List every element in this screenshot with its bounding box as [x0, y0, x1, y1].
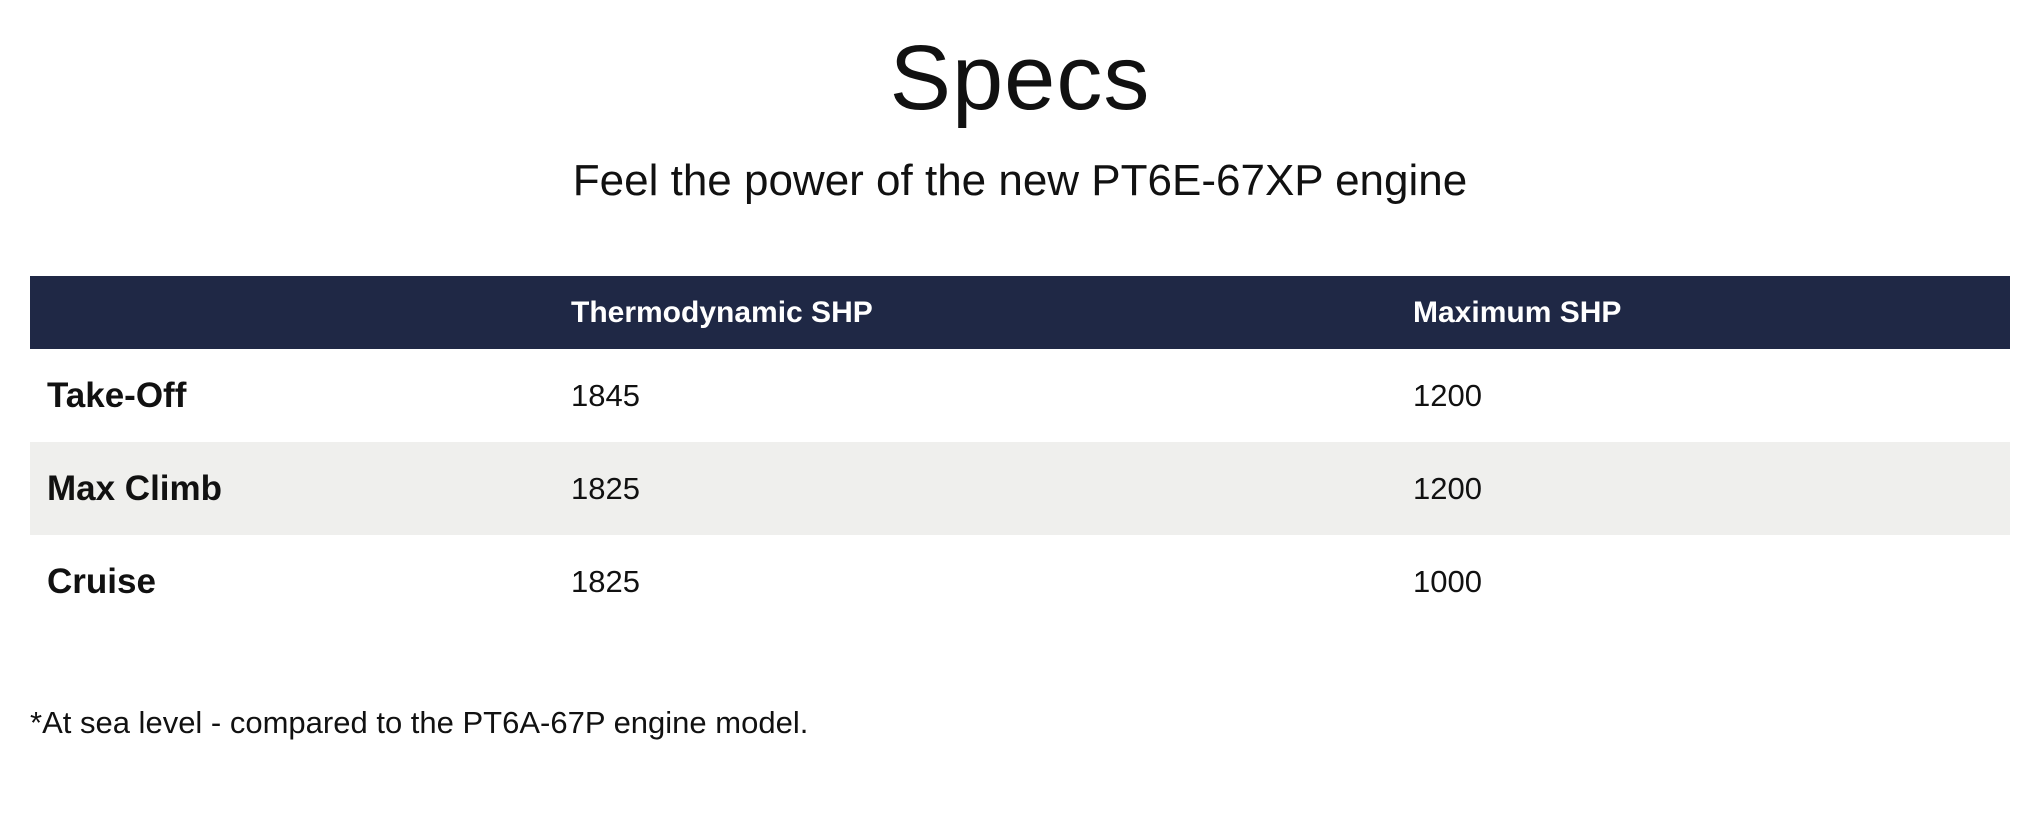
cell-thermodynamic-shp: 1825: [571, 470, 640, 506]
row-label-take-off: Take-Off: [47, 375, 187, 415]
row-label-max-climb: Max Climb: [47, 468, 223, 508]
page-title: Specs: [889, 27, 1151, 129]
column-header-blank: [30, 276, 571, 349]
table-header-row: Thermodynamic SHP Maximum SHP: [30, 276, 2010, 349]
specs-table: Thermodynamic SHP Maximum SHP Take-Off 1…: [30, 276, 2010, 628]
cell-thermodynamic-shp: 1845: [571, 377, 640, 413]
cell-maximum-shp: 1200: [1413, 377, 1482, 413]
footnote: *At sea level - compared to the PT6A-67P…: [30, 705, 809, 740]
column-header-maximum-shp: Maximum SHP: [1413, 295, 1622, 329]
table-row: Cruise 1825 1000: [30, 535, 2010, 628]
page-subtitle: Feel the power of the new PT6E-67XP engi…: [572, 156, 1468, 205]
cell-maximum-shp: 1200: [1413, 470, 1482, 506]
row-label-cruise: Cruise: [47, 561, 156, 601]
column-header-thermodynamic-shp: Thermodynamic SHP: [571, 295, 873, 329]
cell-thermodynamic-shp: 1825: [571, 563, 640, 599]
cell-maximum-shp: 1000: [1413, 563, 1482, 599]
table-row: Max Climb 1825 1200: [30, 442, 2010, 535]
table-header: Thermodynamic SHP Maximum SHP: [30, 276, 2010, 349]
table-row: Take-Off 1845 1200: [30, 349, 2010, 442]
table-body: Take-Off 1845 1200 Max Climb 1825 1200 C…: [30, 349, 2010, 628]
